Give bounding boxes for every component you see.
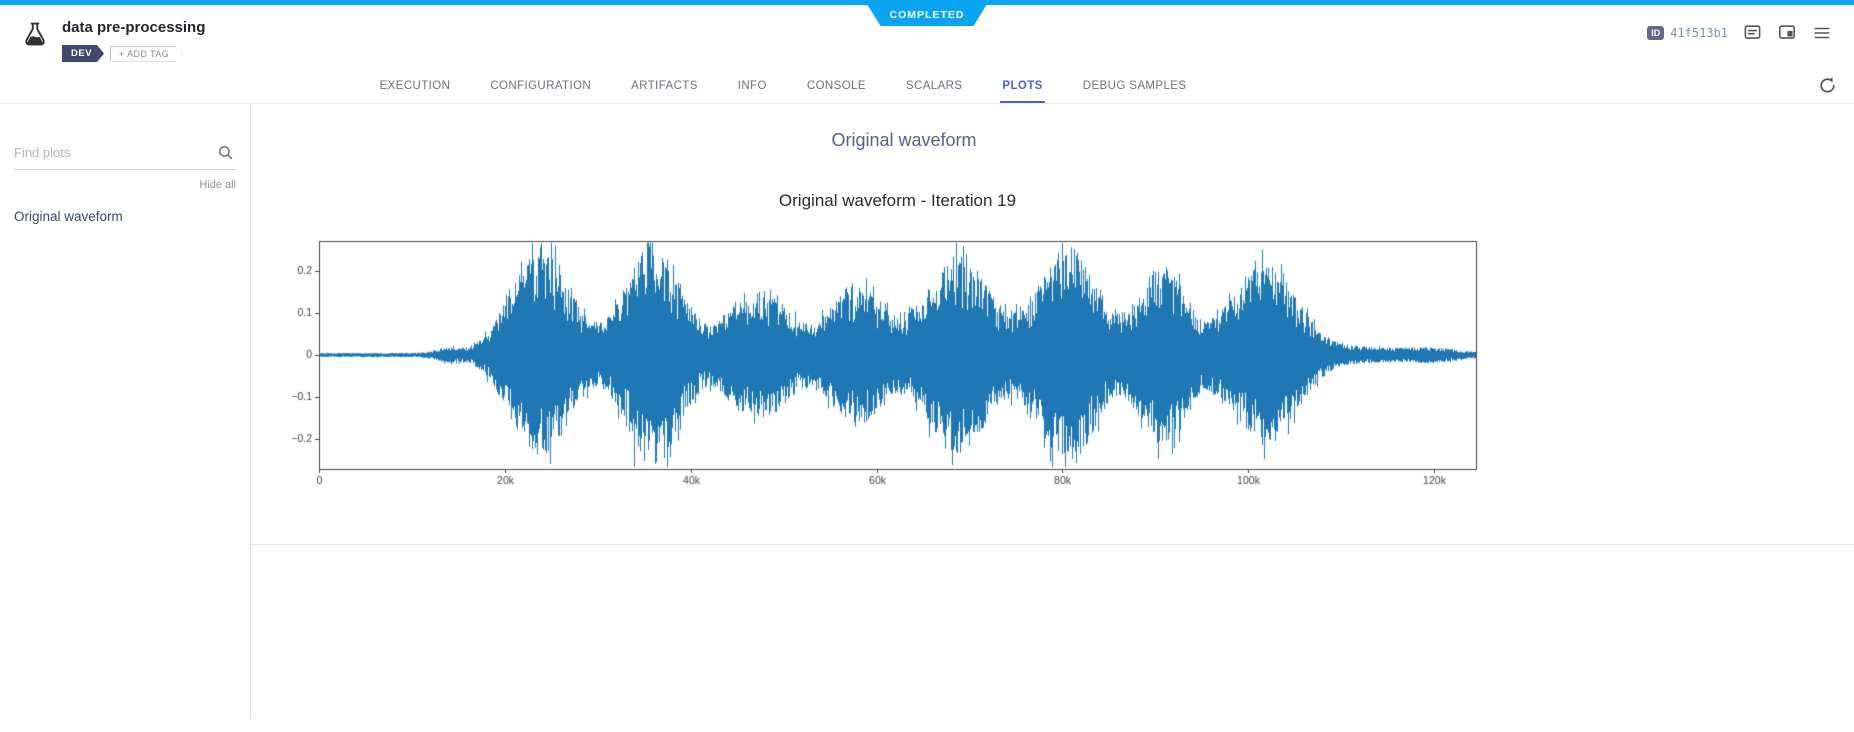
menu-icon[interactable]	[1812, 24, 1832, 42]
comments-icon[interactable]	[1743, 23, 1762, 42]
chart-title: Original waveform - Iteration 19	[778, 191, 1017, 210]
hide-all-link[interactable]: Hide all	[199, 179, 236, 191]
tab-scalars[interactable]: SCALARS	[905, 80, 963, 92]
experiment-flask-icon	[20, 19, 50, 62]
header-right: ID 41f513b1	[1647, 23, 1832, 42]
status-badge: COMPLETED	[868, 5, 987, 26]
find-plots-input[interactable]	[14, 145, 210, 160]
add-tag-button[interactable]: + ADD TAG	[110, 46, 182, 62]
search-icon	[217, 144, 234, 166]
experiment-title: data pre-processing	[62, 19, 206, 36]
plots-main: Original waveform Original waveform - It…	[251, 104, 1854, 718]
tab-debug-samples[interactable]: DEBUG SAMPLES	[1082, 80, 1187, 92]
tab-execution[interactable]: EXECUTION	[379, 80, 451, 92]
waveform-chart[interactable]	[275, 233, 1486, 495]
plot-group-title: Original waveform	[831, 130, 977, 150]
section-divider	[251, 544, 1854, 545]
tab-console[interactable]: CONSOLE	[806, 80, 866, 92]
experiment-id[interactable]: 41f513b1	[1670, 25, 1728, 40]
content-area: Hide all Original waveform Original wave…	[0, 104, 1854, 718]
plot-search	[14, 144, 236, 170]
header-left: data pre-processing DEV + ADD TAG	[20, 17, 205, 62]
tab-info[interactable]: INFO	[737, 80, 767, 92]
sidebar-plot-item[interactable]: Original waveform	[14, 209, 123, 224]
tab-plots[interactable]: PLOTS	[1000, 70, 1045, 103]
experiment-header: data pre-processing DEV + ADD TAG ID 41f…	[0, 5, 1854, 66]
tags-row: DEV + ADD TAG	[62, 45, 205, 62]
tab-configuration[interactable]: CONFIGURATION	[490, 80, 592, 92]
tab-bar: EXECUTION CONFIGURATION ARTIFACTS INFO CONSO…	[0, 66, 1854, 104]
plot-region: Original waveform Original waveform - It…	[251, 130, 1557, 500]
plots-sidebar: Hide all Original waveform	[0, 104, 251, 718]
details-panel-icon[interactable]	[1777, 23, 1797, 42]
auto-refresh-icon[interactable]	[1817, 75, 1838, 96]
plot-list: Original waveform	[14, 203, 236, 230]
title-block: data pre-processing DEV + ADD TAG	[62, 17, 205, 62]
status-ribbon-bar: COMPLETED	[0, 0, 1854, 5]
tabs-container: EXECUTION CONFIGURATION ARTIFACTS INFO CONSO…	[378, 70, 1189, 103]
plot-card: Original waveform - Iteration 19	[275, 191, 1486, 500]
tag-dev[interactable]: DEV	[62, 45, 104, 62]
tab-artifacts[interactable]: ARTIFACTS	[631, 80, 698, 92]
id-badge: ID	[1647, 25, 1665, 40]
